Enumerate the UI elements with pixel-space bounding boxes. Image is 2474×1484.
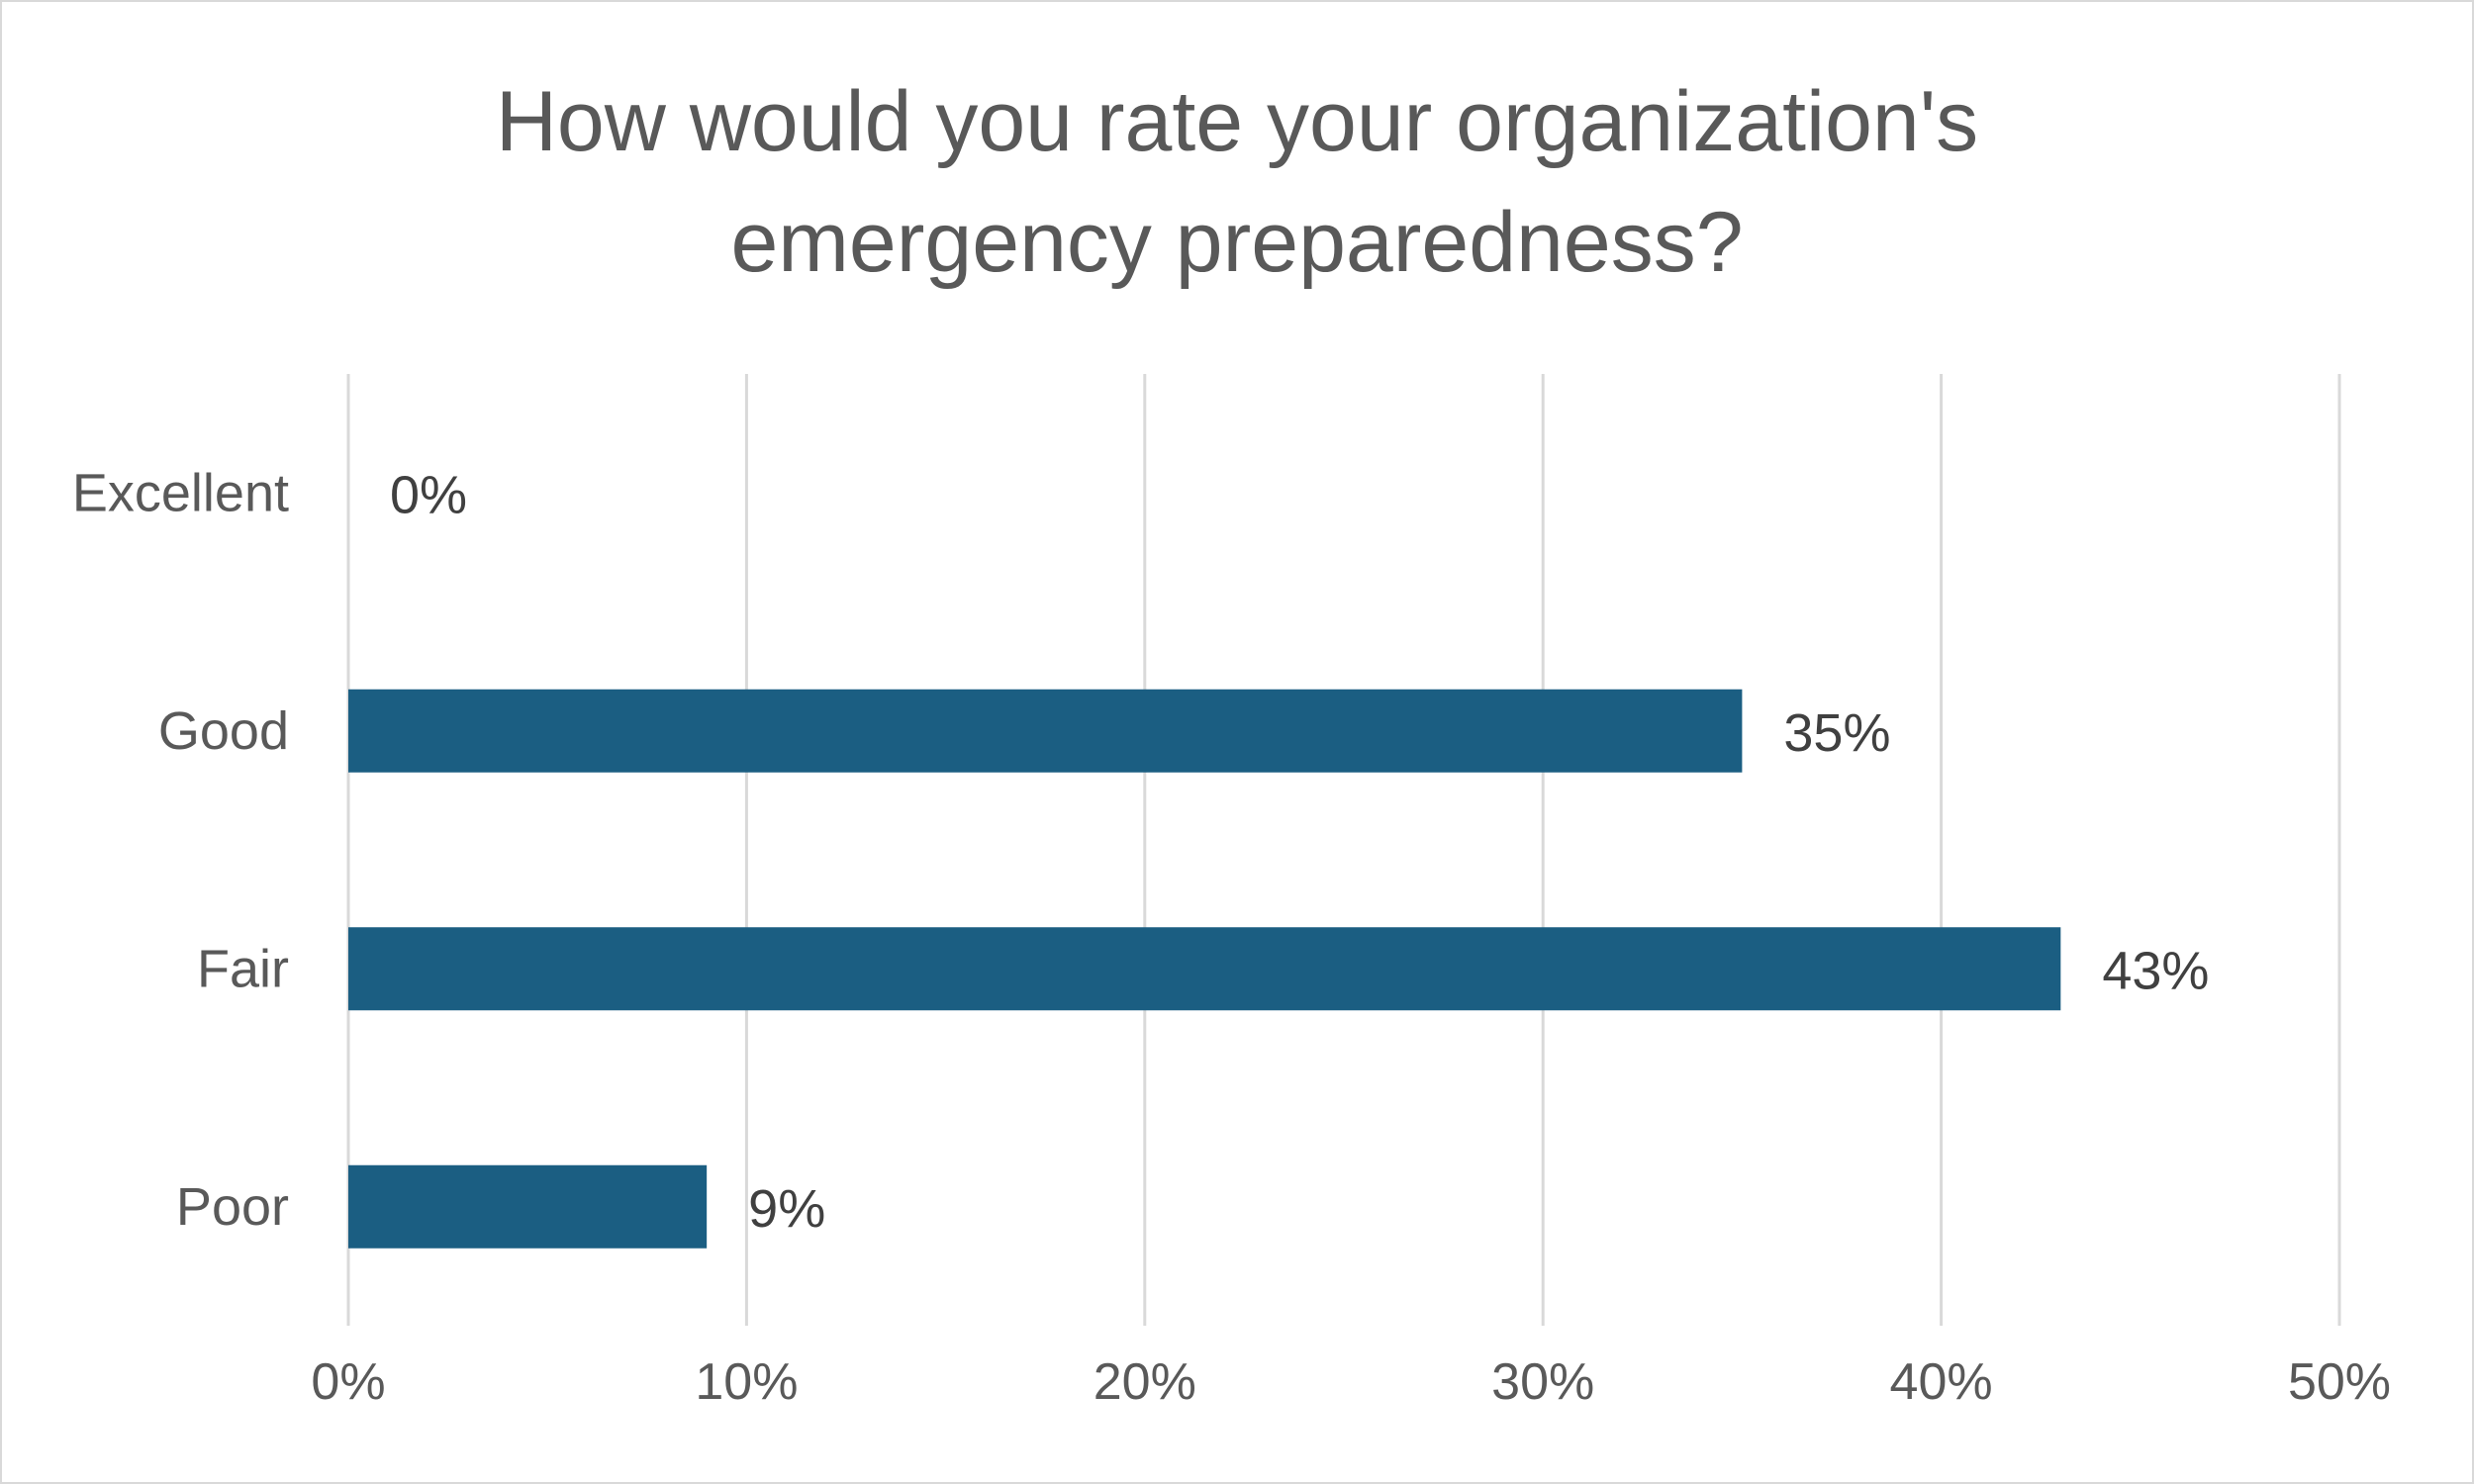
- data-labels: 0% 35% 43% 9%: [390, 465, 2209, 1239]
- chart-title-line-1: How would you rate your organization's: [495, 74, 1979, 169]
- bar-poor: [348, 1164, 708, 1249]
- x-axis-tick-labels: 0% 10% 20% 30% 40% 50%: [311, 1353, 2391, 1411]
- data-label: 0%: [390, 465, 467, 524]
- x-tick-label: 30%: [1491, 1353, 1594, 1411]
- data-label: 43%: [2102, 941, 2209, 1000]
- x-tick-label: 10%: [695, 1353, 798, 1411]
- data-label: 9%: [748, 1179, 825, 1239]
- chart-title: How would you rate your organization's e…: [0, 61, 2474, 303]
- category-label: Fair: [197, 939, 289, 998]
- x-tick-label: 20%: [1094, 1353, 1196, 1411]
- data-label: 35%: [1783, 703, 1890, 763]
- category-label: Good: [158, 701, 289, 761]
- x-tick-label: 50%: [2288, 1353, 2391, 1411]
- x-tick-label: 40%: [1890, 1353, 1993, 1411]
- category-label: Excellent: [72, 463, 289, 522]
- bar-good: [348, 689, 1743, 773]
- category-labels: Excellent Good Fair Poor: [72, 463, 289, 1237]
- x-tick-label: 0%: [311, 1353, 385, 1411]
- chart-title-line-2: emergency preparedness?: [730, 195, 1744, 290]
- bars: [348, 689, 2061, 1249]
- category-label: Poor: [176, 1177, 289, 1237]
- bar-fair: [348, 927, 2061, 1011]
